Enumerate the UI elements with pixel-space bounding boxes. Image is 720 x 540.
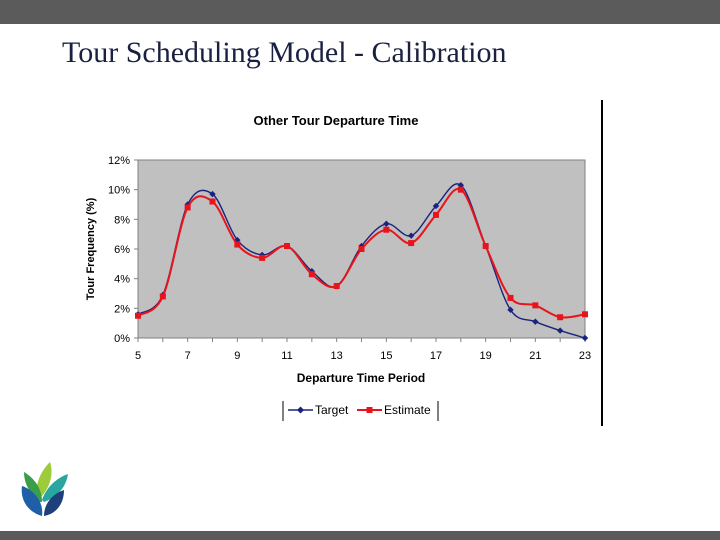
data-point-estimate	[308, 271, 315, 278]
data-point-target	[507, 306, 514, 314]
y-axis-label: Tour Frequency (%)	[85, 197, 97, 300]
x-tick-label: 15	[380, 350, 392, 362]
x-tick-label: 7	[185, 350, 191, 362]
data-point-estimate	[259, 254, 266, 261]
x-tick-label: 11	[281, 350, 292, 362]
y-tick-label: 4%	[114, 274, 130, 286]
logo-leaf-teal	[42, 474, 68, 502]
y-tick-label: 12%	[108, 155, 130, 167]
data-point-estimate	[358, 246, 365, 252]
logo-leaf-light-green	[36, 462, 52, 498]
x-tick-label: 13	[331, 350, 343, 362]
legend-estimate-marker	[366, 407, 373, 413]
top-bar	[0, 0, 720, 24]
data-point-target	[407, 232, 415, 239]
chart-title: Other Tour Departure Time	[254, 113, 419, 128]
series-layer	[134, 182, 589, 342]
logo-leaf-blue	[21, 486, 43, 516]
data-point-target	[581, 334, 589, 342]
data-point-estimate	[408, 240, 415, 247]
chart-frame-line	[601, 100, 603, 426]
x-axis: 5 7 9 11 13 15 17 19 21 23	[135, 338, 591, 362]
y-axis: 0% 2% 4% 6% 8% 10% 12%	[108, 155, 138, 345]
legend-estimate-label: Estimate	[384, 403, 431, 417]
logo-leaf-navy	[44, 490, 64, 516]
data-point-estimate	[582, 311, 588, 318]
y-tick-label: 2%	[114, 303, 130, 315]
data-point-target	[209, 190, 216, 198]
y-tick-label: 6%	[114, 244, 130, 256]
data-point-estimate	[383, 226, 390, 233]
line-chart: Other Tour Departure Time 0% 2% 4% 6% 8% 10% 1…	[85, 113, 591, 421]
x-tick-label: 21	[529, 350, 541, 362]
data-point-estimate	[433, 211, 439, 218]
data-point-estimate	[507, 294, 514, 301]
data-point-estimate	[532, 302, 539, 309]
data-point-estimate	[333, 283, 340, 290]
data-point-estimate	[184, 204, 191, 211]
legend: Target Estimate	[282, 401, 439, 421]
y-tick-label: 0%	[114, 333, 130, 345]
x-tick-label: 5	[135, 350, 141, 362]
legend-target-label: Target	[315, 403, 349, 417]
logo-leaf-green	[24, 472, 42, 502]
bottom-bar	[0, 531, 720, 540]
x-axis-label: Departure Time Period	[297, 371, 425, 385]
data-point-estimate	[457, 186, 464, 193]
x-tick-label: 9	[234, 350, 240, 362]
y-tick-label: 10%	[108, 185, 130, 197]
data-point-estimate	[209, 198, 216, 205]
x-tick-label: 23	[579, 350, 591, 362]
data-point-estimate	[159, 293, 166, 300]
data-point-estimate	[234, 241, 241, 248]
x-tick-label: 17	[430, 350, 442, 362]
legend-target-marker	[297, 406, 304, 414]
data-point-target	[432, 202, 440, 210]
y-tick-label: 8%	[114, 214, 130, 226]
data-point-estimate	[557, 314, 564, 321]
data-point-estimate	[284, 243, 290, 250]
x-tick-label: 19	[480, 350, 492, 362]
data-point-estimate	[135, 312, 141, 319]
leaf-logo-icon	[21, 462, 68, 516]
data-point-estimate	[482, 243, 489, 250]
data-point-target	[383, 220, 390, 227]
slide-title: Tour Scheduling Model - Calibration	[62, 36, 507, 69]
